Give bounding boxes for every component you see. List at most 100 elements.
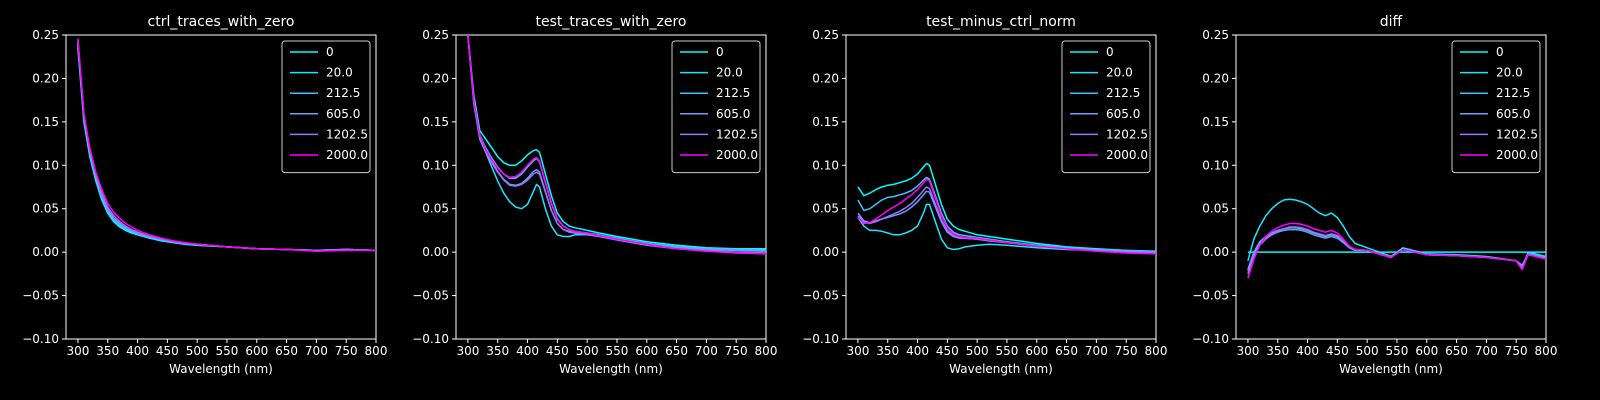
chart-1-xtick-label: 300 [66, 344, 89, 358]
chart-4-xtick-label: 350 [1266, 344, 1289, 358]
chart-3-xtick-label: 450 [936, 344, 959, 358]
chart-4-ytick-label: 0.05 [1202, 202, 1229, 216]
chart-2-ytick-label: 0.20 [422, 71, 449, 85]
chart-3-legend-label-2: 20.0 [1106, 66, 1133, 80]
chart-3-xtick-label: 350 [876, 344, 899, 358]
chart-4-legend-label-4: 605.0 [1496, 107, 1530, 121]
chart-1-legend-label-4: 605.0 [326, 107, 360, 121]
chart-3-xtick-label: 700 [1085, 344, 1108, 358]
chart-2-ytick-label: −0.10 [412, 332, 449, 346]
chart-4-ytick-label: 0.25 [1202, 28, 1229, 42]
chart-2-xtick-label: 700 [695, 344, 718, 358]
chart-1-legend-box [281, 40, 371, 174]
chart-4-ytick-label: −0.10 [1192, 332, 1229, 346]
chart-panels: ctrl_traces_with_zero Wavelength (nm) 300 3… [22, 14, 1557, 376]
chart-1-ytick-label: 0.15 [32, 115, 59, 129]
chart-2-xtick-label: 350 [486, 344, 509, 358]
chart-4-ytick-label: 0.15 [1202, 115, 1229, 129]
chart-3-legend-label-4: 605.0 [1106, 107, 1140, 121]
chart-4-xtick-label: 750 [1505, 344, 1528, 358]
chart-4-title: diff [1380, 14, 1403, 30]
chart-4-legend-label-6: 2000.0 [1496, 148, 1538, 162]
chart-4-xtick-label: 700 [1475, 344, 1498, 358]
chart-4-axes-frame [1235, 34, 1547, 340]
chart-4-legend-label-1: 0 [1496, 45, 1504, 59]
chart-3-axes-frame [845, 34, 1157, 340]
chart-4-xtick-label: 650 [1445, 344, 1468, 358]
chart-2-xtick-label: 300 [456, 344, 479, 358]
chart-4-series-line-2 [1247, 198, 1546, 271]
chart-1-legend-label-2: 20.0 [326, 66, 353, 80]
chart-4-xtick-label: 800 [1535, 344, 1558, 358]
chart-3-legend: 0 20.0 212.5 605.0 1202.5 2000.0 [1061, 40, 1151, 174]
chart-2-legend-label-3: 212.5 [716, 86, 750, 100]
chart-4-xtick-label: 300 [1236, 344, 1259, 358]
chart-3-series-line-1 [857, 162, 1156, 253]
chart-2-xtick-label: 500 [576, 344, 599, 358]
chart-3-legend-label-1: 0 [1106, 45, 1114, 59]
chart-2-legend-label-6: 2000.0 [716, 148, 758, 162]
chart-3-ytick-label: 0.25 [812, 28, 839, 42]
chart-1-ytick-label: 0.20 [32, 71, 59, 85]
chart-2-legend: 0 20.0 212.5 605.0 1202.5 2000.0 [671, 40, 761, 174]
chart-3-legend-label-6: 2000.0 [1106, 148, 1148, 162]
chart-4-legend: 0 20.0 212.5 605.0 1202.5 2000.0 [1451, 40, 1541, 174]
chart-3-series-line-6 [857, 178, 1156, 255]
chart-1-xtick-label: 800 [365, 344, 388, 358]
chart-1-ytick-label: 0.00 [32, 245, 59, 259]
chart-2-legend-box [671, 40, 761, 174]
chart-4-legend-label-2: 20.0 [1496, 66, 1523, 80]
chart-2-xlabel: Wavelength (nm) [559, 362, 663, 376]
chart-1-series-line-6 [77, 38, 376, 253]
chart-4-series-group [1247, 198, 1546, 279]
chart-1-xtick-label: 500 [186, 344, 209, 358]
chart-3-title: test_minus_ctrl_norm [926, 14, 1076, 30]
chart-1-ytick-label: 0.10 [32, 158, 59, 172]
chart-1-ytick-label: 0.05 [32, 202, 59, 216]
chart-3-xtick-label: 800 [1145, 344, 1168, 358]
chart-3-ytick-label: 0.05 [812, 202, 839, 216]
chart-2-ytick-label: 0.05 [422, 202, 449, 216]
chart-2-ytick-label: −0.05 [412, 289, 449, 303]
chart-1-axes-frame [65, 34, 377, 340]
chart-2-series-line-6 [467, 35, 766, 255]
chart-4-ytick-label: 0.20 [1202, 71, 1229, 85]
chart-2-xtick-label: 550 [606, 344, 629, 358]
chart-4-series-line-6 [1247, 222, 1546, 279]
chart-3-ytick-label: 0.00 [812, 245, 839, 259]
chart-2-series-group [467, 35, 766, 255]
chart-4-xtick-label: 450 [1326, 344, 1349, 358]
chart-2-ytick-label: 0.15 [422, 115, 449, 129]
chart-4-legend-box [1451, 40, 1541, 174]
chart-1-legend-label-3: 212.5 [326, 86, 360, 100]
chart-2-legend-label-5: 1202.5 [716, 127, 758, 141]
chart-2-ytick-label: 0.00 [422, 245, 449, 259]
chart-2-xtick-label: 600 [635, 344, 658, 358]
chart-3-ytick-label: −0.05 [802, 289, 839, 303]
chart-4-legend-label-3: 212.5 [1496, 86, 1530, 100]
chart-2-xtick-label: 450 [546, 344, 569, 358]
chart-4-ytick-label: −0.05 [1192, 289, 1229, 303]
chart-2-legend-label-1: 0 [716, 45, 724, 59]
chart-4: diff Wavelength (nm) 300 350 400 450 500 550 600… [1192, 14, 1557, 376]
chart-4-ytick-label: 0.10 [1202, 158, 1229, 172]
chart-4-legend-label-5: 1202.5 [1496, 127, 1538, 141]
chart-3-xtick-label: 400 [906, 344, 929, 358]
chart-3-xlabel: Wavelength (nm) [949, 362, 1053, 376]
chart-4-xtick-label: 600 [1415, 344, 1438, 358]
chart-1-legend-label-6: 2000.0 [326, 148, 368, 162]
chart-1-title: ctrl_traces_with_zero [148, 14, 295, 30]
chart-3-legend-label-3: 212.5 [1106, 86, 1140, 100]
chart-1-xtick-label: 400 [126, 344, 149, 358]
chart-2-xtick-label: 750 [725, 344, 748, 358]
chart-4-xtick-label: 550 [1386, 344, 1409, 358]
chart-2-xtick-label: 650 [665, 344, 688, 358]
chart-3-xtick-label: 550 [996, 344, 1019, 358]
chart-1-legend-label-5: 1202.5 [326, 127, 368, 141]
chart-1-ytick-label: −0.10 [22, 332, 59, 346]
chart-2-ytick-label: 0.25 [422, 28, 449, 42]
chart-1-xlabel: Wavelength (nm) [169, 362, 273, 376]
chart-2-axes-frame [455, 34, 767, 340]
chart-2-legend-label-4: 605.0 [716, 107, 750, 121]
